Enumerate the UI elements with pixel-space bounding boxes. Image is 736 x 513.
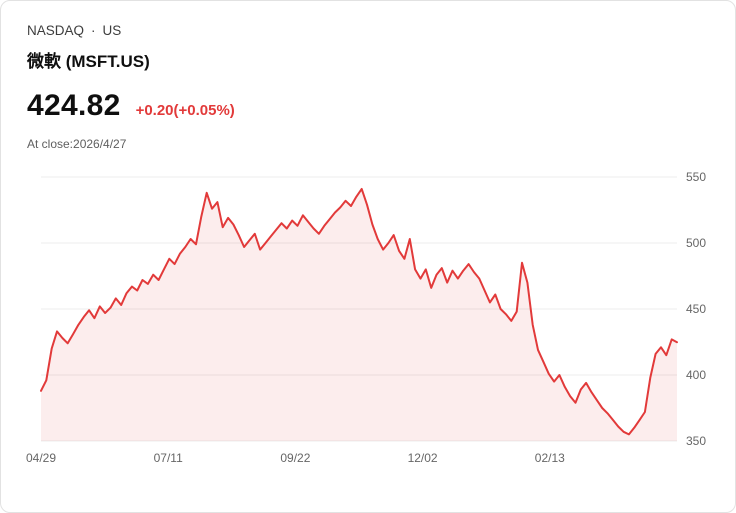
- exchange-info: NASDAQ · US: [27, 23, 709, 38]
- x-tick-label: 04/29: [25, 451, 57, 465]
- x-tick-label: 02/13: [534, 451, 565, 465]
- plot-area[interactable]: 350 400 450 500 550: [41, 170, 706, 448]
- price-row: 424.82 +0.20(+0.05%): [27, 89, 709, 123]
- price-change: +0.20(+0.05%): [135, 102, 235, 119]
- price-line: [41, 189, 677, 435]
- close-info: At close:2026/4/27: [27, 137, 127, 151]
- dot-separator: ·: [91, 23, 96, 38]
- quote-header: NASDAQ · US 微軟 (MSFT.US) 424.82 +0.20(+0…: [1, 23, 735, 151]
- current-price: 424.82: [27, 89, 121, 122]
- y-tick-label: 400: [686, 368, 707, 382]
- exchange-name: NASDAQ: [27, 23, 85, 38]
- chart-svg: [41, 177, 677, 441]
- price-chart[interactable]: 350 400 450 500 550 04/29 07/11 09/22 12/02 02/1…: [26, 170, 706, 467]
- market-region: US: [102, 23, 122, 38]
- x-axis-labels: 04/29 07/11 09/22 12/02 02/13: [26, 451, 677, 467]
- y-tick-label: 550: [686, 170, 707, 184]
- stock-title: 微軟 (MSFT.US): [27, 52, 150, 71]
- y-tick-label: 350: [686, 434, 707, 448]
- area-fill: [41, 188, 677, 441]
- gridlines: [41, 177, 677, 441]
- x-tick-label: 12/02: [407, 451, 438, 465]
- x-tick-label: 09/22: [280, 451, 311, 465]
- x-tick-label: 07/11: [153, 451, 183, 465]
- y-tick-label: 450: [686, 302, 707, 316]
- y-tick-label: 500: [686, 236, 707, 250]
